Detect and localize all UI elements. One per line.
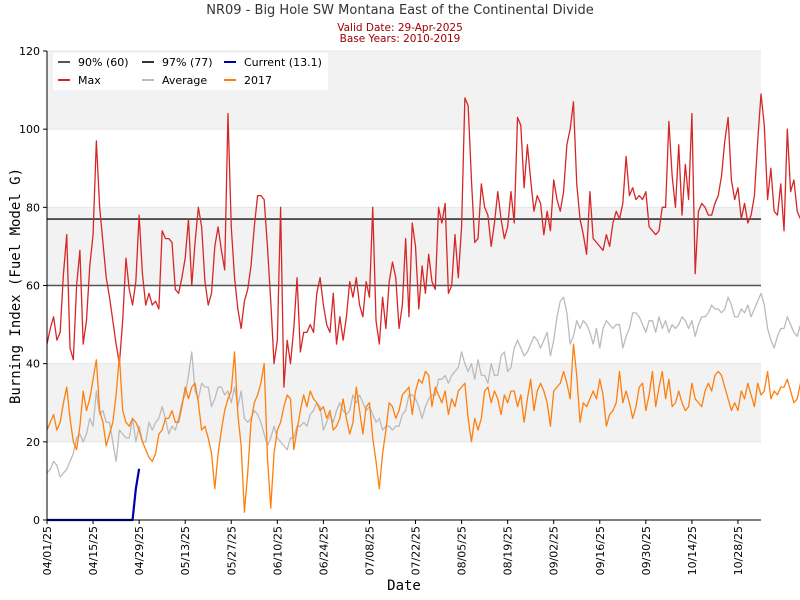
y-tick-label: 100 xyxy=(19,123,40,136)
legend-label-97-77: 97% (77) xyxy=(162,56,213,69)
threshold-lines xyxy=(47,218,761,287)
series-line-average xyxy=(46,292,800,478)
x-tick-label: 06/10/25 xyxy=(271,526,284,575)
x-tick-label: 10/14/25 xyxy=(686,526,699,575)
x-tick-label: 08/19/25 xyxy=(502,526,515,575)
legend-label-90-60: 90% (60) xyxy=(78,56,129,69)
x-axis-title: Date xyxy=(387,578,421,594)
y-tick-label: 20 xyxy=(26,436,40,449)
x-tick-label: 09/16/25 xyxy=(594,526,607,575)
legend-label-2017: 2017 xyxy=(244,74,272,87)
series-line-2017 xyxy=(46,343,800,513)
y-tick-label: 60 xyxy=(26,280,40,293)
series-lines xyxy=(46,93,800,522)
legend-label-current-13-1: Current (13.1) xyxy=(244,56,322,69)
x-tick-label: 04/01/25 xyxy=(41,526,54,575)
x-tick-label: 09/02/25 xyxy=(548,526,561,575)
x-tick-labels: 04/01/25 04/15/25 04/29/25 05/13/25 05/27/25… xyxy=(41,520,745,575)
x-tick-label: 07/08/25 xyxy=(363,526,376,575)
x-tick-label: 04/29/25 xyxy=(133,526,146,575)
x-tick-label: 08/05/25 xyxy=(456,526,469,575)
y-tick-labels: 0 20 40 60 80 100 120 xyxy=(19,45,47,527)
legend: 90% (60) 97% (77) Current (13.1) Max Average… xyxy=(53,53,328,90)
x-tick-label: 04/15/25 xyxy=(87,526,100,575)
chart-title: NR09 - Big Hole SW Montana East of the C… xyxy=(206,3,594,18)
series-line-max xyxy=(46,93,800,388)
y-tick-label: 0 xyxy=(33,514,40,527)
y-tick-label: 40 xyxy=(26,358,40,371)
band-20-40 xyxy=(47,363,761,442)
legend-label-average: Average xyxy=(162,74,207,87)
y-axis-title: Burning Index (Fuel Model G) xyxy=(8,168,24,404)
x-tick-label: 05/13/25 xyxy=(179,526,192,575)
legend-label-max: Max xyxy=(78,74,101,87)
x-tick-label: 09/30/25 xyxy=(640,526,653,575)
y-tick-label: 120 xyxy=(19,45,40,58)
y-tick-label: 80 xyxy=(26,201,40,214)
chart-subtitle-base-years: Base Years: 2010-2019 xyxy=(339,33,461,45)
chart-subtitle-valid-date: Valid Date: 29-Apr-2025 xyxy=(337,22,463,34)
x-tick-label: 10/28/25 xyxy=(732,526,745,575)
x-tick-label: 05/27/25 xyxy=(225,526,238,575)
legend-box xyxy=(53,53,328,90)
x-tick-label: 06/24/25 xyxy=(317,526,330,575)
x-tick-label: 07/22/25 xyxy=(410,526,423,575)
